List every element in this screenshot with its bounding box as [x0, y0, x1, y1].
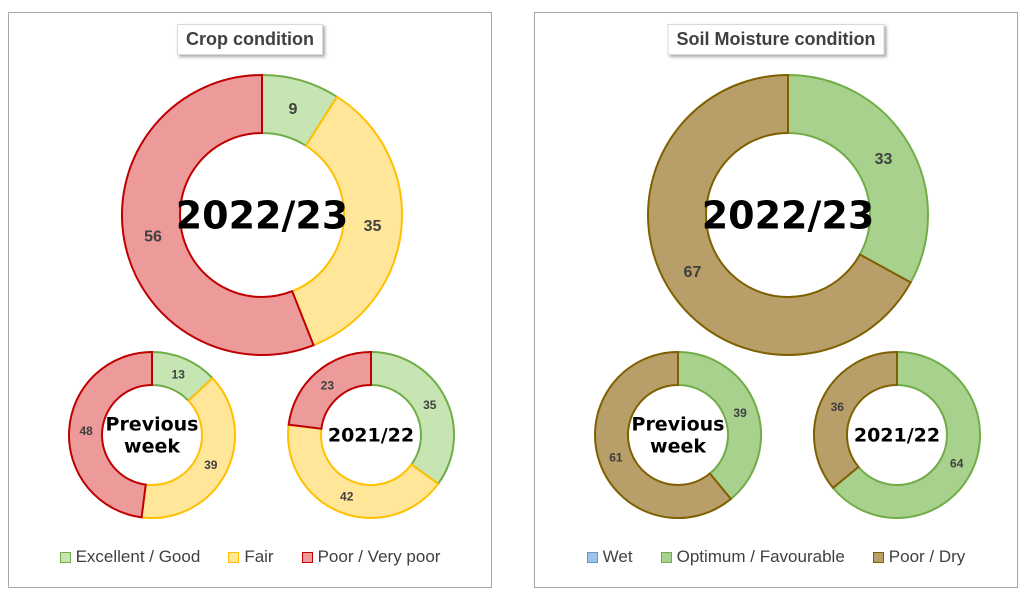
- legend-label: Poor / Dry: [888, 547, 966, 566]
- legend-label: Wet: [602, 547, 633, 566]
- donut-ring-2022-23: 33 67 2022/23: [647, 73, 929, 356]
- slice-poor-dry: [647, 73, 913, 356]
- donut-ring-previous-week: 39 61 Previous week: [594, 350, 762, 519]
- legend-swatch: [301, 551, 313, 563]
- slice-fair: [140, 376, 236, 519]
- soil-moisture-donuts: 33 67 2022/23 39 61 Previous week 64 36 2021/22: [594, 73, 981, 519]
- legend-swatch: [586, 551, 598, 563]
- data-label-excellent-good: 13: [172, 368, 186, 382]
- legend-item-optimum-favourable: Optimum / Favourable: [660, 547, 845, 567]
- donut-ring-2022-23: 9 35 56 2022/23: [121, 73, 403, 356]
- slice-fair: [287, 423, 440, 519]
- legend-item-wet: Wet: [586, 547, 633, 567]
- crop-condition-donuts: 9 35 56 2022/23 13 39 48 Previous week 35 42 23 2021…: [68, 73, 455, 519]
- data-label-optimum-favourable: 64: [950, 456, 964, 470]
- legend: Excellent / Good Fair Poor / Very poor: [9, 547, 491, 567]
- slice-optimum-favourable: [787, 73, 929, 284]
- slice-poor-dry: [594, 350, 733, 519]
- data-label-excellent-good: 9: [289, 101, 298, 118]
- legend-label: Fair: [244, 547, 274, 566]
- legend-swatch: [228, 551, 240, 563]
- legend: Wet Optimum / Favourable Poor / Dry: [535, 547, 1017, 567]
- ring-center-label: 2022/23: [176, 193, 349, 237]
- slice-optimum-favourable: [677, 350, 762, 501]
- legend-item-fair: Fair: [228, 547, 274, 567]
- data-label-poor-very-poor: 23: [321, 379, 335, 393]
- slice-poor-dry: [813, 350, 898, 490]
- ring-center-label: 2021/22: [854, 425, 940, 447]
- legend-label: Optimum / Favourable: [676, 547, 845, 566]
- legend-label: Poor / Very poor: [317, 547, 441, 566]
- slice-excellent-good: [370, 350, 455, 486]
- legend-swatch: [59, 551, 71, 563]
- crop-condition-chart: Crop condition 9 35 56 2022/23 13 39 48 Previou…: [8, 12, 492, 588]
- slice-poor-very-poor: [68, 350, 153, 519]
- legend-item-poor-very-poor: Poor / Very poor: [301, 547, 441, 567]
- ring-center-label: 2022/23: [702, 193, 875, 237]
- data-label-poor-dry: 67: [684, 264, 702, 281]
- ring-center-label: 2021/22: [328, 425, 414, 447]
- data-label-fair: 42: [340, 490, 354, 504]
- data-label-poor-very-poor: 48: [79, 424, 93, 438]
- data-label-poor-dry: 36: [831, 400, 845, 414]
- donut-ring-previous-week: 13 39 48 Previous week: [68, 350, 236, 519]
- legend-swatch: [872, 551, 884, 563]
- donut-ring-2021-22: 64 36 2021/22: [813, 350, 981, 519]
- data-label-poor-dry: 61: [609, 451, 623, 465]
- legend-item-excellent-good: Excellent / Good: [59, 547, 201, 567]
- slice-poor-very-poor: [121, 73, 315, 356]
- legend-swatch: [660, 551, 672, 563]
- chart-title: Crop condition: [177, 24, 323, 55]
- chart-title: Soil Moisture condition: [667, 24, 885, 55]
- ring-center-label: Previous week: [632, 414, 725, 458]
- data-label-optimum-favourable: 39: [733, 406, 747, 420]
- data-label-optimum-favourable: 33: [875, 151, 893, 168]
- soil-moisture-chart: Soil Moisture condition 33 67 2022/23 39 61 P…: [534, 12, 1018, 588]
- data-label-fair: 35: [364, 218, 382, 235]
- slice-optimum-favourable: [831, 350, 981, 519]
- slice-poor-very-poor: [287, 350, 372, 430]
- ring-center-label: Previous week: [106, 414, 199, 458]
- data-label-fair: 39: [204, 458, 218, 472]
- legend-label: Excellent / Good: [75, 547, 201, 566]
- slice-fair: [290, 95, 403, 347]
- data-label-poor-very-poor: 56: [144, 228, 162, 245]
- data-label-excellent-good: 35: [423, 398, 437, 412]
- legend-item-poor-dry: Poor / Dry: [872, 547, 966, 567]
- donut-ring-2021-22: 35 42 23 2021/22: [287, 350, 455, 519]
